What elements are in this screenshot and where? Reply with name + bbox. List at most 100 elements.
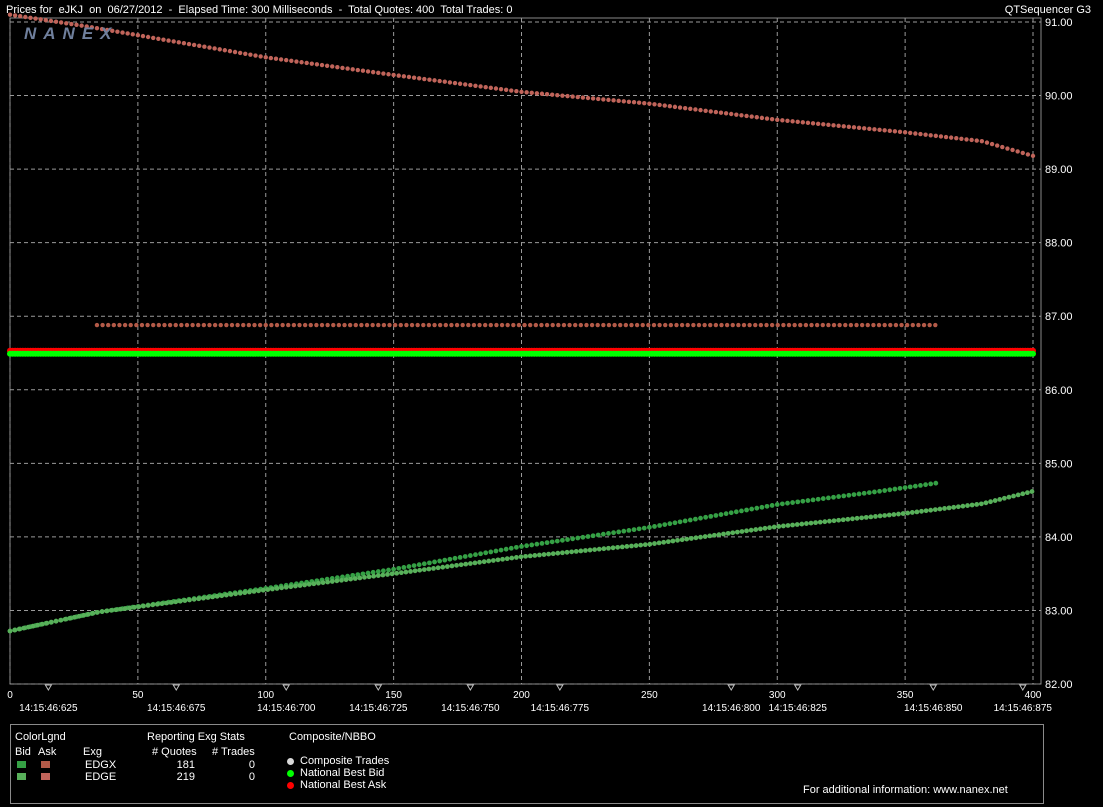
edgx-bid-point	[733, 509, 739, 515]
edge-bid-point	[417, 567, 423, 573]
edge-bid-point	[76, 613, 82, 619]
edge-bid-point	[776, 524, 782, 529]
edgx-bid-point	[902, 485, 908, 491]
edgx-bid-point	[396, 565, 402, 571]
edge-ask-point	[28, 15, 33, 20]
edgx-ask-point	[674, 322, 679, 328]
edge-bid-point	[799, 521, 805, 527]
edge-bid-point	[394, 570, 400, 576]
edgx-bid-point	[872, 489, 877, 495]
edge-bid-point	[454, 562, 459, 568]
edge-bid-point	[813, 520, 819, 526]
edgx-ask-point	[888, 322, 893, 328]
edge-ask-point	[145, 34, 151, 40]
edge-bid-point	[652, 541, 657, 546]
row-trades: 0	[248, 759, 255, 771]
edge-ask-point	[626, 99, 632, 104]
edgx-bid-point	[897, 485, 903, 491]
edge-bid-point	[702, 534, 708, 539]
edge-ask-point	[411, 75, 417, 80]
edgx-bid-point	[779, 501, 785, 507]
edgx-bid-point	[933, 480, 939, 486]
edge-ask-point	[386, 72, 391, 77]
time-marker	[172, 684, 181, 691]
edge-bid-point	[164, 600, 169, 606]
edge-bid-point	[200, 595, 206, 601]
edgx-bid-point	[677, 519, 683, 525]
edge-ask-point	[846, 124, 852, 130]
edgx-ask-point	[319, 322, 325, 328]
national-best-bid-dot	[287, 770, 294, 777]
edge-ask-point	[268, 55, 274, 61]
edge-bid-point	[988, 499, 993, 505]
time-marker	[929, 684, 938, 691]
edge-ask-point	[862, 126, 867, 131]
edge-ask-point	[831, 123, 836, 128]
edge-bid-point	[882, 513, 888, 518]
edge-bid-point	[978, 501, 984, 507]
edge-bid-point	[7, 628, 13, 634]
edge-ask-point	[289, 58, 294, 64]
edgx-ask-point	[331, 322, 336, 328]
edge-bid-point	[932, 507, 938, 512]
edge-bid-point	[357, 575, 363, 581]
color-legend-title: ColorLgnd	[15, 731, 66, 743]
edge-bid-point	[771, 524, 777, 530]
edgx-ask-point	[286, 322, 291, 328]
x-tick-label: 200	[513, 690, 530, 701]
edge-ask-point	[89, 25, 95, 30]
edgx-ask-point	[122, 322, 128, 328]
edgx-ask-point	[871, 322, 876, 328]
edge-bid-point	[334, 578, 340, 584]
edge-ask-point	[243, 51, 248, 56]
edge-ask-point	[365, 69, 371, 74]
edge-bid-point	[246, 589, 252, 595]
edgx-bid-point	[836, 494, 842, 499]
edge-ask-point	[509, 88, 514, 93]
edge-ask-point	[882, 128, 887, 133]
edgx-ask-point	[724, 322, 730, 328]
edge-bid-point	[707, 533, 713, 539]
edgx-bid-point	[698, 515, 703, 521]
edgx-ask-point	[606, 322, 612, 328]
edge-bid-point	[283, 584, 289, 590]
edgx-bid-point	[820, 496, 826, 501]
edge-ask-point	[785, 118, 790, 124]
edge-ask-point	[923, 132, 928, 137]
edge-ask-point	[33, 16, 38, 21]
edgx-ask-point	[94, 322, 100, 328]
edge-bid-point	[237, 590, 243, 596]
edgx-ask-point	[167, 322, 173, 328]
edgx-bid-point	[437, 558, 443, 564]
edge-ask-point	[324, 63, 330, 68]
edgx-ask-point	[702, 322, 707, 328]
edgx-ask-point	[404, 322, 409, 328]
edge-bid-point	[546, 551, 552, 557]
edge-ask-point	[662, 103, 667, 108]
edge-bid-point	[145, 603, 151, 608]
edgx-bid-point	[478, 551, 483, 557]
nbbo-item: National Best Ask	[300, 779, 387, 791]
edge-ask-point	[396, 73, 401, 78]
edge-ask-point	[48, 18, 54, 24]
edge-ask-point	[115, 29, 120, 34]
edgx-bid-point	[560, 537, 565, 543]
edgx-ask-point	[758, 322, 764, 328]
edge-bid-point	[564, 549, 570, 555]
edge-ask-point	[130, 32, 135, 37]
edgx-ask-point	[229, 322, 235, 328]
edge-ask-point	[483, 84, 488, 90]
edge-bid-point	[569, 549, 575, 555]
edgx-ask-point	[190, 322, 195, 328]
edge-ask-point	[447, 80, 453, 85]
edge-ask-point	[739, 113, 744, 118]
edgx-ask-point	[297, 322, 302, 328]
time-label: 14:15:46:825	[769, 703, 828, 714]
edge-ask-point	[800, 120, 806, 125]
composite-trades-dot	[287, 758, 294, 765]
edgx-bid-point	[856, 491, 862, 497]
time-marker	[555, 684, 564, 691]
edge-bid-point	[39, 621, 45, 627]
edge-ask-point	[38, 17, 43, 22]
edge-ask-point	[186, 41, 192, 47]
